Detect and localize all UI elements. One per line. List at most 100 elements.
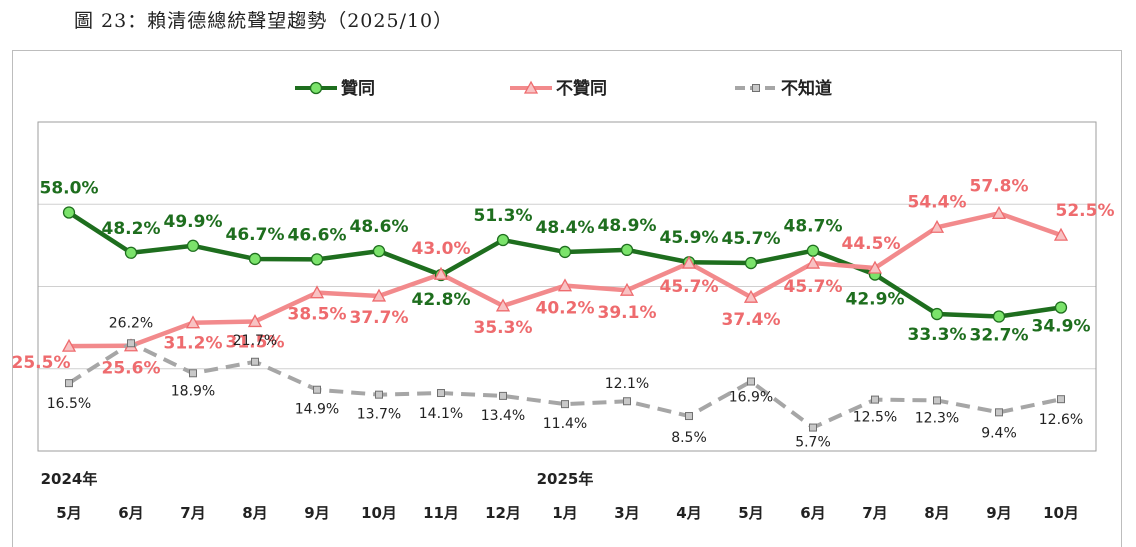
data-label-triangle: 25.6% (102, 359, 161, 379)
x-tick-label: 5月 (738, 504, 763, 522)
data-point-triangle (185, 315, 201, 329)
data-label-circle: 48.9% (598, 216, 657, 236)
x-year-label: 2024年 (41, 470, 98, 488)
data-label-circle: 33.3% (908, 325, 967, 345)
data-point-triangle (309, 285, 325, 299)
data-point-circle (930, 307, 944, 321)
data-point-square (995, 408, 1003, 417)
data-point-circle (186, 239, 200, 252)
data-label-square: 14.1% (419, 406, 463, 422)
data-point-square (685, 412, 693, 421)
chart-caption: 圖 23：賴清德總統聲望趨勢（2025/10） (74, 10, 454, 32)
data-label-triangle: 31.2% (164, 334, 223, 354)
data-label-circle: 45.7% (722, 229, 781, 249)
data-point-circle (992, 310, 1006, 323)
series-markers (61, 205, 1069, 432)
data-label-square: 11.4% (543, 416, 587, 432)
data-label-triangle: 45.7% (660, 277, 719, 297)
data-label-circle: 51.3% (474, 206, 533, 226)
data-point-circle (744, 256, 758, 270)
data-point-triangle (1053, 227, 1069, 241)
data-point-circle (1054, 301, 1068, 314)
data-label-circle: 34.9% (1032, 316, 1091, 336)
series-lines (67, 210, 1062, 430)
data-label-square: 13.4% (481, 408, 525, 424)
data-label-triangle: 44.5% (842, 234, 901, 254)
data-label-square: 18.9% (171, 383, 215, 399)
data-point-square (437, 389, 445, 398)
data-label-square: 16.9% (729, 389, 773, 405)
x-axis: 5月 6月 7月 8月 9月 10月 11月 12月 1月 3月 4月 5月 6月 7月 8月 9月 10月 20… (41, 470, 1079, 522)
data-label-triangle: 43.0% (412, 239, 471, 259)
data-point-circle (310, 253, 324, 266)
data-label-circle: 48.7% (784, 217, 843, 237)
data-label-triangle: 38.5% (288, 305, 347, 325)
data-label-triangle: 37.4% (722, 310, 781, 330)
x-tick-label: 10月 (361, 504, 397, 522)
data-label-square: 12.5% (853, 410, 897, 426)
data-point-circle (62, 206, 76, 219)
legend-label-circle: 贊同 (341, 78, 375, 99)
data-label-triangle: 37.7% (350, 308, 409, 328)
data-point-triangle (433, 266, 449, 280)
data-point-square (871, 395, 879, 404)
data-point-triangle (805, 255, 821, 269)
data-label-square: 12.6% (1039, 412, 1083, 428)
plot-area (37, 121, 1097, 452)
x-tick-label: 10月 (1043, 504, 1079, 522)
data-point-triangle (495, 298, 511, 312)
data-point-square (623, 397, 631, 406)
data-label-triangle: 45.7% (784, 277, 843, 297)
data-label-circle: 49.9% (164, 212, 223, 232)
data-point-triangle (61, 338, 77, 352)
x-tick-label: 8月 (924, 504, 949, 522)
x-year-label: 2025年 (537, 470, 594, 488)
data-point-circle (806, 244, 820, 257)
data-point-triangle (619, 282, 635, 296)
data-point-triangle (371, 288, 387, 302)
data-point-square (561, 400, 569, 409)
data-point-circle (124, 246, 138, 259)
data-label-circle: 48.6% (350, 217, 409, 237)
data-label-square: 21.7% (233, 333, 277, 349)
data-point-circle (372, 244, 386, 258)
data-label-circle: 58.0% (40, 178, 99, 198)
data-label-square: 13.7% (357, 407, 401, 423)
data-label-circle: 48.2% (102, 219, 161, 239)
data-point-square (375, 390, 383, 399)
series-line-square (67, 341, 1062, 430)
data-point-triangle (247, 314, 263, 328)
data-label-triangle: 31.5% (226, 332, 285, 352)
data-point-triangle (867, 260, 883, 274)
data-label-triangle: 40.2% (536, 299, 595, 319)
legend-marker-triangle (523, 80, 539, 94)
data-label-circle: 45.9% (660, 228, 719, 248)
x-tick-label: 6月 (800, 504, 825, 522)
data-point-square (1057, 395, 1065, 404)
x-tick-label: 9月 (986, 504, 1011, 522)
data-point-square (809, 423, 817, 432)
x-tick-label: 6月 (118, 504, 143, 522)
data-point-circle (620, 243, 634, 257)
legend-label-square: 不知道 (781, 78, 832, 99)
data-point-square (499, 391, 507, 400)
data-point-triangle (929, 219, 945, 233)
chart-frame (12, 50, 1122, 547)
data-label-circle: 42.8% (412, 290, 471, 310)
x-tick-label: 3月 (614, 504, 639, 522)
data-label-square: 12.1% (605, 376, 649, 392)
x-tick-label: 11月 (423, 504, 459, 522)
legend-marker-circle (309, 81, 323, 95)
data-point-triangle (557, 278, 573, 292)
x-tick-label: 9月 (304, 504, 329, 522)
legend: 贊同 不贊同 不知道 (295, 78, 832, 99)
data-label-square: 5.7% (795, 435, 831, 451)
data-point-triangle (681, 255, 697, 269)
legend-label-triangle: 不贊同 (556, 78, 607, 99)
data-point-square (313, 385, 321, 394)
data-label-triangle: 35.3% (474, 318, 533, 338)
data-label-circle: 48.4% (536, 218, 595, 238)
data-label-square: 14.9% (295, 402, 339, 418)
data-label-square: 8.5% (671, 430, 707, 446)
data-point-circle (496, 233, 510, 247)
